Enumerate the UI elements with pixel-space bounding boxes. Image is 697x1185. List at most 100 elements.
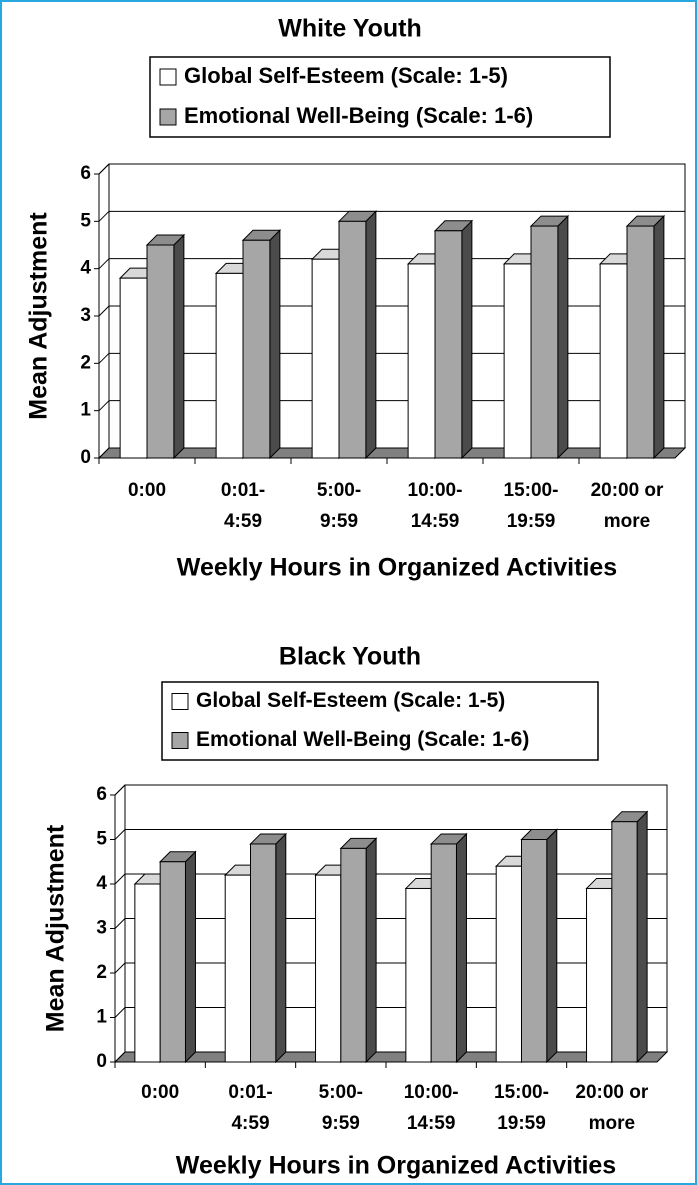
x-tick-label: 0:01- 4:59 [228,1082,273,1134]
x-axis-label: Weekly Hours in Organized Activities [177,554,617,582]
bar-front [430,843,457,1063]
bar [337,210,378,460]
bar-front [159,861,186,1063]
bar [529,214,570,460]
bar [520,828,559,1064]
y-tick-label: 6 [80,163,91,184]
y-tick-label: 1 [80,400,91,421]
y-tick-label: 5 [96,829,107,850]
bar-side [546,828,558,1064]
bar-side [365,210,377,460]
grid-line-side [98,352,110,364]
y-tick-label: 3 [96,918,107,939]
bar-front [338,220,367,459]
legend-swatch [171,732,189,749]
grid-line-side [114,1007,126,1018]
bar-side [269,229,281,460]
bar-front [340,847,367,1063]
y-axis-label: Mean Adjustment [42,824,70,1032]
chart-title: Black Youth [279,643,421,671]
x-tick-label: 20:00 or more [590,480,664,532]
bar-side [173,233,185,460]
grid-line-side [98,447,110,459]
x-tick-label: 15:00- 19:59 [494,1082,549,1134]
x-tick-label: 15:00- 19:59 [503,480,559,532]
bar [241,229,282,460]
bar-front [242,239,271,459]
bar [610,810,649,1064]
grid-line-side [98,210,110,222]
legend-swatch [159,68,177,86]
legend-swatch [171,693,189,710]
bar-front [215,272,244,459]
bar-front [250,843,277,1063]
bar-front [521,839,548,1063]
bar [625,214,666,460]
bar-side [653,214,665,460]
bar-front [503,263,532,459]
x-tick-label: 5:00- 9:59 [316,480,362,532]
y-tick-label: 4 [80,258,91,279]
bar-front [146,244,175,459]
x-tick-label: 20:00 or more [575,1082,649,1134]
bar [429,832,468,1064]
legend-label: Emotional Well-Being (Scale: 1-6) [184,103,533,128]
legend-box [149,56,611,138]
bar-front [495,865,522,1063]
bar [158,850,197,1064]
bar-front [311,258,340,459]
bar-front [586,887,613,1063]
bar-side [461,219,473,460]
legend-swatch [159,108,177,126]
grid-line-side [98,400,110,412]
bar-front [626,225,655,459]
x-tick-label: 10:00- 14:59 [403,1082,459,1134]
grid-line-side [114,962,126,974]
bar-front [434,230,463,459]
y-tick-label: 2 [96,962,107,983]
x-tick-label: 0:01- 4:59 [220,480,266,532]
y-tick-label: 0 [80,447,91,468]
x-tick-label: 0:00 [127,480,167,501]
grid-line-side [114,1051,126,1063]
bar-front [407,263,436,459]
bar-front [119,277,148,459]
bar-front [530,225,559,459]
grid-line-side [98,305,110,317]
legend-label: Global Self-Esteem (Scale: 1-5) [196,689,505,712]
bar [339,837,378,1064]
grid-line-side [98,258,110,270]
x-axis-label: Weekly Hours in Organized Activities [176,1152,616,1180]
legend-label: Emotional Well-Being (Scale: 1-6) [196,728,529,751]
y-axis-side [114,784,126,796]
x-tick-label: 0:00 [141,1082,180,1103]
bar-side [275,832,287,1064]
bar-side [636,810,648,1064]
y-tick-label: 0 [96,1051,107,1072]
legend-box [161,681,599,761]
grid-line-side [114,829,126,840]
bar-side [365,837,377,1064]
bar-front [224,874,251,1063]
y-tick-label: 2 [80,352,91,373]
floor [113,1051,669,1063]
bar [433,219,474,460]
grid-line-side [114,918,126,929]
y-axis-side [98,163,110,175]
grid-line-side [114,873,126,885]
bar [145,233,186,460]
y-tick-label: 1 [96,1007,107,1028]
y-tick-label: 6 [96,784,107,805]
y-tick-label: 4 [96,873,107,894]
bar-front [134,883,161,1063]
chart-title: White Youth [278,15,422,43]
bar-side [455,832,467,1064]
bar-side [184,850,196,1064]
floor [97,447,687,459]
bar-front [611,821,638,1063]
y-axis-label: Mean Adjustment [25,212,53,420]
bar-front [315,874,342,1063]
bar-side [557,214,569,460]
